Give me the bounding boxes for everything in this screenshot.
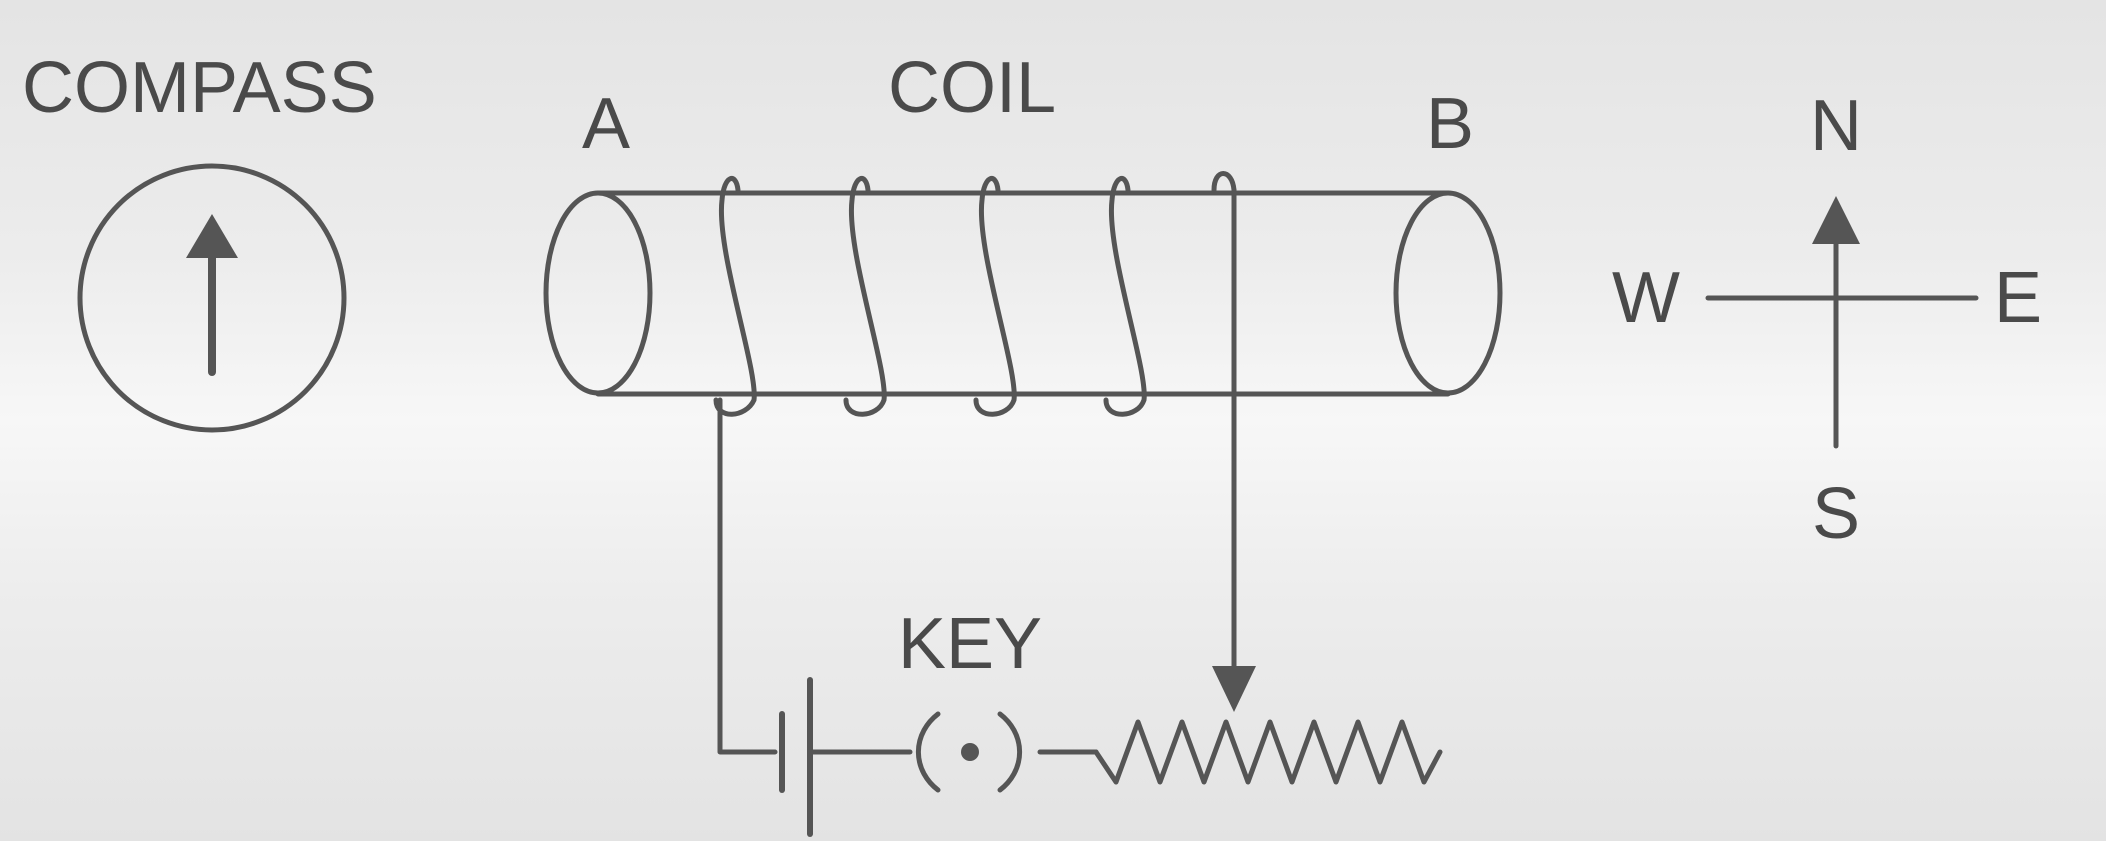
compass-label: COMPASS: [22, 48, 377, 128]
south-label: S: [1812, 474, 1860, 554]
winding-3: [973, 176, 1017, 417]
winding-4: [1103, 176, 1147, 417]
direction-cross: [1705, 196, 1979, 449]
rheostat-slider-arrow-icon: [1212, 666, 1256, 712]
winding-5: [1211, 171, 1237, 193]
compass: [77, 163, 347, 433]
cylinder-end-b: [1393, 190, 1503, 396]
compass-needle-arrowhead-icon: [186, 214, 238, 258]
north-arrow-icon: [1812, 196, 1860, 244]
cylinder-end-a: [543, 190, 653, 396]
coil-end-a-label: A: [582, 84, 630, 164]
winding-1: [713, 176, 757, 417]
key-switch-icon: [915, 711, 1023, 793]
coil-windings: [713, 171, 1237, 417]
east-label: E: [1994, 258, 2042, 338]
compass-dial: [77, 163, 347, 433]
rheostat-icon: [1093, 666, 1443, 785]
coil-cylinder: [543, 190, 1503, 397]
north-label: N: [1810, 86, 1862, 166]
winding-2: [843, 176, 887, 417]
wire-left: [717, 397, 778, 755]
west-label: W: [1612, 258, 1680, 338]
key-label: KEY: [898, 604, 1042, 684]
battery-icon: [779, 677, 813, 837]
coil-end-b-label: B: [1426, 84, 1474, 164]
coil-label: COIL: [888, 48, 1056, 128]
circuit-wires: [717, 187, 1237, 755]
